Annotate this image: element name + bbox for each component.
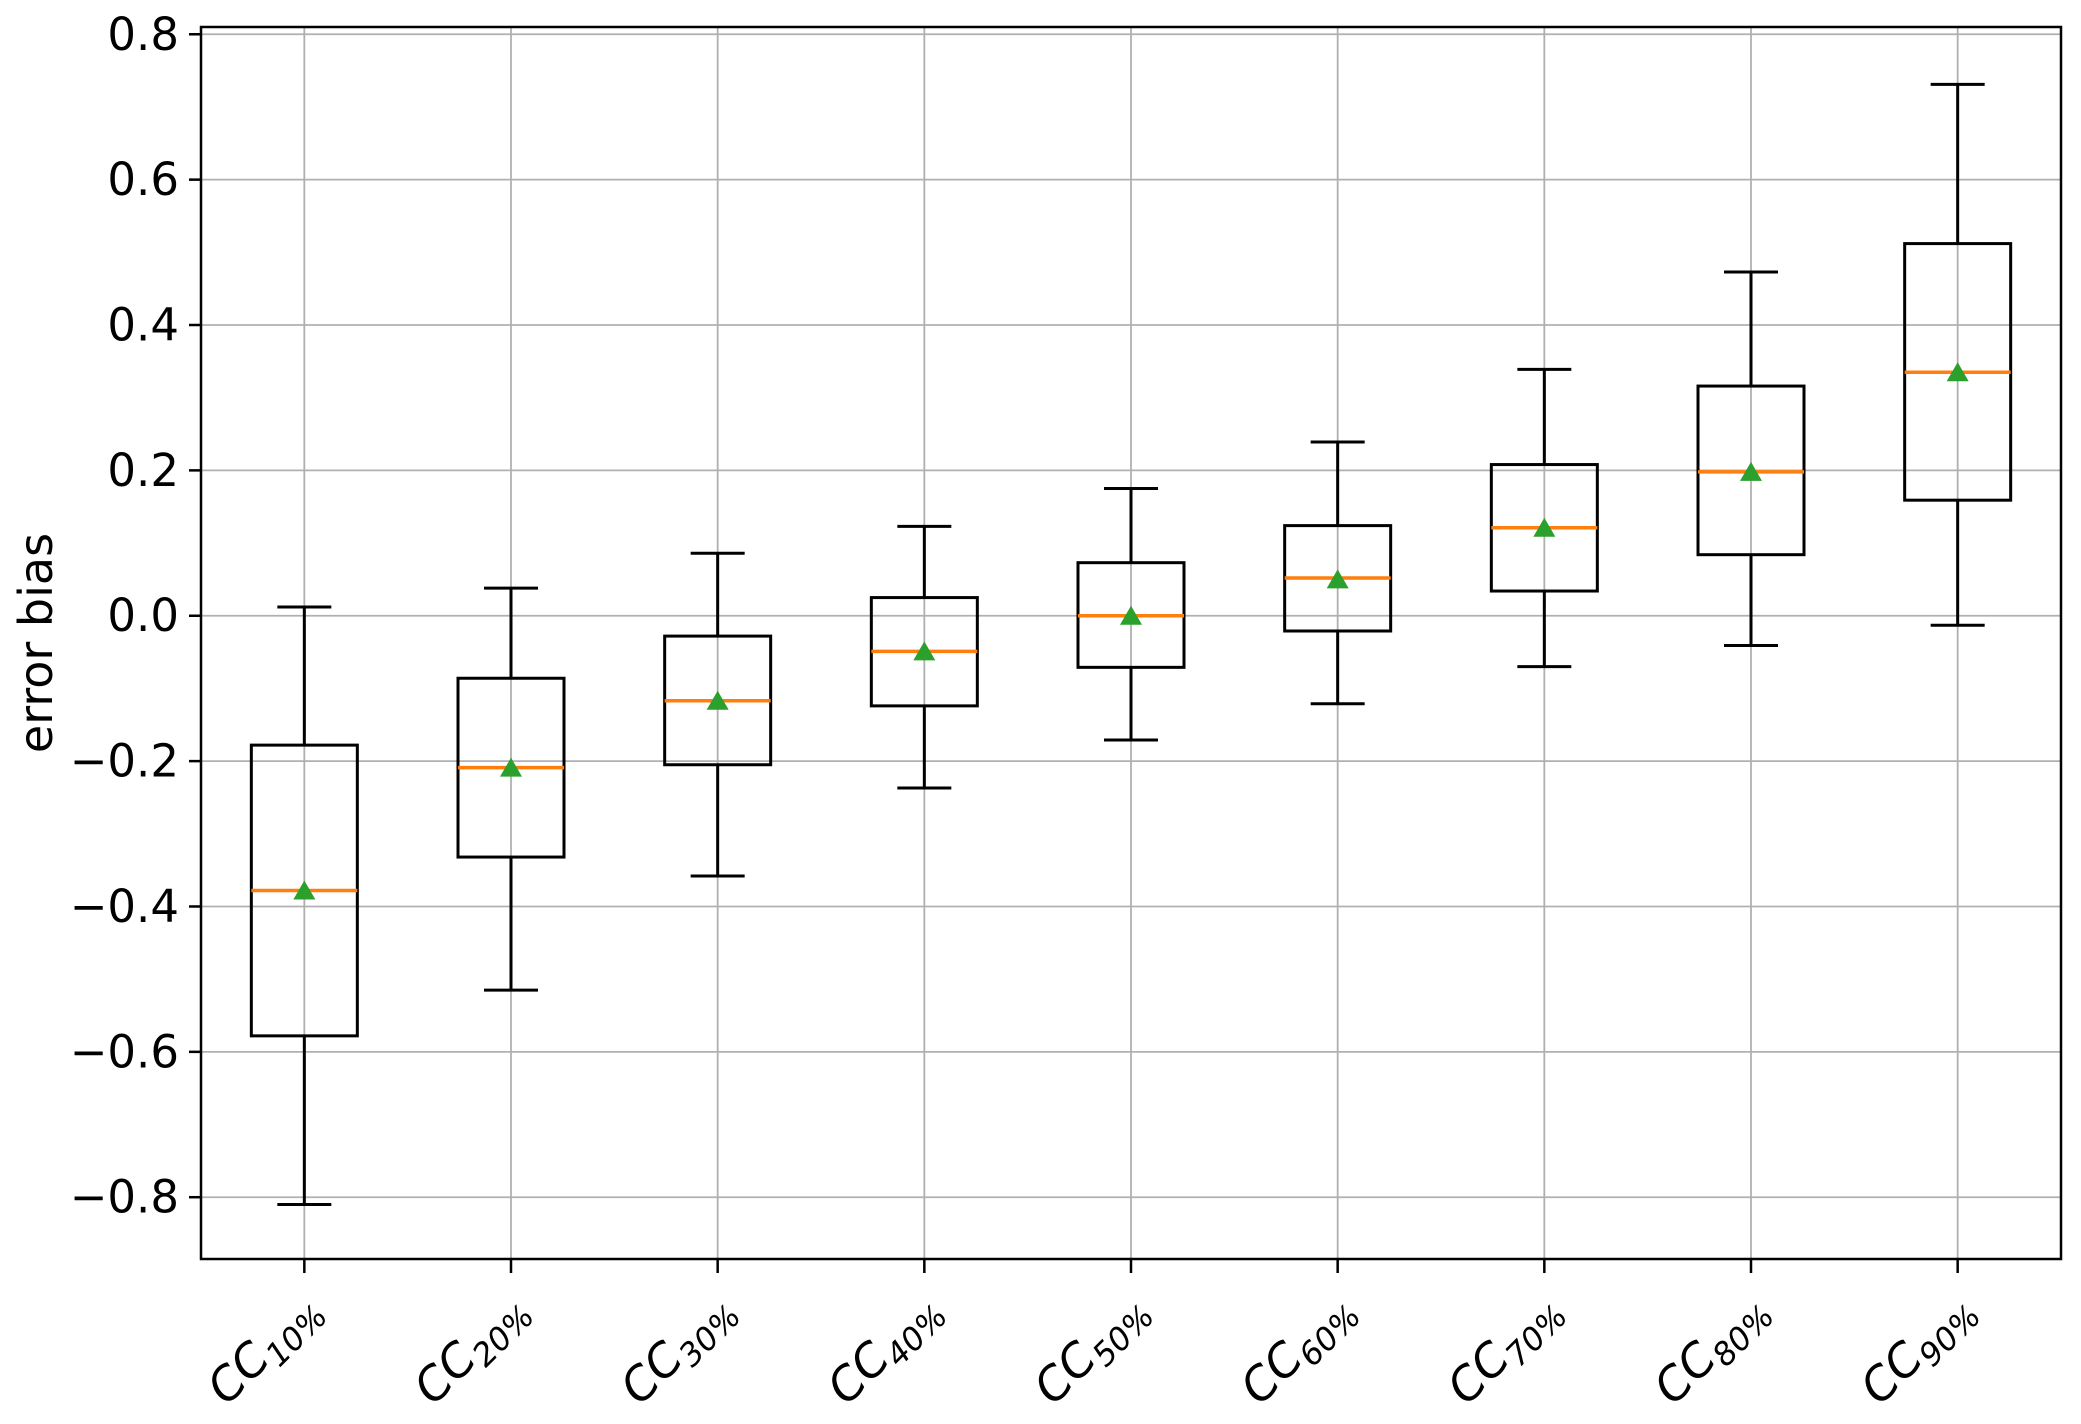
mean-marker-CC10% — [293, 880, 316, 900]
y-tick-label-0.8: 0.8 — [107, 8, 179, 61]
mean-marker-CC70% — [1533, 517, 1556, 537]
mean-marker-CC80% — [1740, 461, 1762, 481]
y-tick-label-−0.2: −0.2 — [70, 735, 179, 788]
y-tick-label-−0.4: −0.4 — [70, 880, 179, 933]
mean-marker-CC50% — [1120, 605, 1142, 625]
y-tick-label-−0.6: −0.6 — [70, 1025, 179, 1078]
mean-marker-CC90% — [1946, 362, 1969, 382]
mean-marker-CC30% — [706, 690, 729, 710]
y-tick-label-0.6: 0.6 — [107, 153, 179, 206]
y-tick-label-0.0: 0.0 — [107, 589, 179, 642]
y-axis-label: error bias — [9, 533, 63, 753]
mean-marker-CC40% — [913, 641, 936, 661]
y-tick-label-0.2: 0.2 — [107, 444, 179, 497]
mean-marker-CC60% — [1326, 569, 1349, 589]
y-tick-label-0.4: 0.4 — [107, 299, 179, 352]
y-tick-label-−0.8: −0.8 — [70, 1171, 179, 1224]
mean-marker-CC20% — [500, 757, 522, 777]
